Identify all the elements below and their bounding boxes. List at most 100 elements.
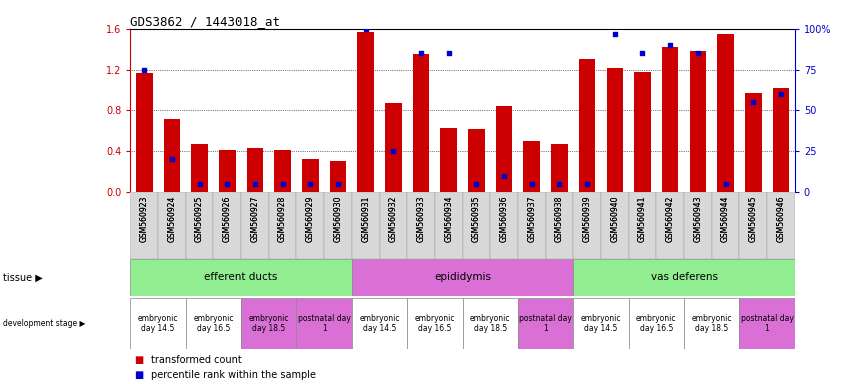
Point <box>553 181 566 187</box>
Text: ■: ■ <box>135 370 144 380</box>
Text: GSM560945: GSM560945 <box>748 195 758 242</box>
Bar <box>407 192 435 259</box>
Text: GSM560929: GSM560929 <box>306 195 315 242</box>
Point <box>137 66 151 73</box>
Text: GSM560928: GSM560928 <box>278 195 287 242</box>
Text: GSM560934: GSM560934 <box>444 195 453 242</box>
Bar <box>634 72 651 192</box>
Text: postnatal day
1: postnatal day 1 <box>519 314 572 333</box>
Text: GSM560927: GSM560927 <box>251 195 259 242</box>
Text: GSM560930: GSM560930 <box>334 195 342 242</box>
Text: GSM560925: GSM560925 <box>195 195 204 242</box>
Bar <box>523 141 540 192</box>
Text: embryonic
day 16.5: embryonic day 16.5 <box>415 314 455 333</box>
Bar <box>463 192 490 259</box>
Text: embryonic
day 18.5: embryonic day 18.5 <box>691 314 732 333</box>
Text: postnatal day
1: postnatal day 1 <box>298 314 351 333</box>
Point <box>580 181 594 187</box>
Point <box>719 181 733 187</box>
Text: embryonic
day 18.5: embryonic day 18.5 <box>470 314 510 333</box>
Bar <box>302 159 319 192</box>
Text: GSM560924: GSM560924 <box>167 195 177 242</box>
Point <box>193 181 206 187</box>
Bar <box>246 148 263 192</box>
Text: GSM560944: GSM560944 <box>721 195 730 242</box>
Point <box>608 31 621 37</box>
Point <box>691 50 705 56</box>
Text: GSM560940: GSM560940 <box>611 195 619 242</box>
Text: GSM560932: GSM560932 <box>389 195 398 242</box>
Text: GSM560932: GSM560932 <box>389 195 398 242</box>
Bar <box>330 161 346 192</box>
Text: embryonic
day 18.5: embryonic day 18.5 <box>249 314 289 333</box>
Text: ■: ■ <box>135 354 144 364</box>
Bar <box>628 192 656 259</box>
Text: GSM560937: GSM560937 <box>527 195 537 242</box>
Bar <box>379 192 407 259</box>
Point <box>220 181 234 187</box>
Point <box>775 91 788 97</box>
Bar <box>628 298 684 349</box>
Text: GSM560946: GSM560946 <box>776 195 785 242</box>
Text: GSM560937: GSM560937 <box>527 195 537 242</box>
Bar <box>739 298 795 349</box>
Point <box>248 181 262 187</box>
Bar <box>191 144 208 192</box>
Bar <box>241 192 269 259</box>
Text: GSM560935: GSM560935 <box>472 195 481 242</box>
Point <box>497 173 510 179</box>
Point <box>664 42 677 48</box>
Text: GSM560943: GSM560943 <box>693 195 702 242</box>
Bar <box>130 192 158 259</box>
Text: postnatal day
1: postnatal day 1 <box>741 314 794 333</box>
Text: GSM560926: GSM560926 <box>223 195 232 242</box>
Point <box>387 148 400 154</box>
Text: GSM560936: GSM560936 <box>500 195 509 242</box>
Bar <box>241 298 296 349</box>
Bar <box>163 119 180 192</box>
Bar <box>296 298 352 349</box>
Bar <box>357 32 374 192</box>
Bar <box>324 192 352 259</box>
Text: GSM560938: GSM560938 <box>555 195 564 242</box>
Bar <box>745 93 761 192</box>
Text: GSM560939: GSM560939 <box>583 195 591 242</box>
Bar <box>690 51 706 192</box>
Bar <box>546 192 574 259</box>
Point <box>304 181 317 187</box>
Point <box>469 181 483 187</box>
Point <box>359 26 373 32</box>
Text: GSM560945: GSM560945 <box>748 195 758 242</box>
Text: GSM560944: GSM560944 <box>721 195 730 242</box>
Text: GSM560930: GSM560930 <box>334 195 342 242</box>
Bar <box>739 192 767 259</box>
Text: vas deferens: vas deferens <box>650 272 717 283</box>
Bar <box>441 128 457 192</box>
Text: GSM560925: GSM560925 <box>195 195 204 242</box>
Bar <box>463 298 518 349</box>
Text: embryonic
day 14.5: embryonic day 14.5 <box>359 314 399 333</box>
Text: GSM560941: GSM560941 <box>638 195 647 242</box>
Point <box>636 50 649 56</box>
Bar <box>551 144 568 192</box>
Text: GSM560942: GSM560942 <box>666 195 674 242</box>
Text: GSM560936: GSM560936 <box>500 195 509 242</box>
Text: GSM560931: GSM560931 <box>361 195 370 242</box>
Text: epididymis: epididymis <box>434 272 491 283</box>
Text: GSM560928: GSM560928 <box>278 195 287 242</box>
Text: GSM560946: GSM560946 <box>776 195 785 242</box>
Bar <box>296 192 324 259</box>
Text: GSM560934: GSM560934 <box>444 195 453 242</box>
Text: GSM560926: GSM560926 <box>223 195 232 242</box>
Point <box>331 181 345 187</box>
Bar <box>495 106 512 192</box>
Text: GSM560923: GSM560923 <box>140 195 149 242</box>
Bar <box>269 192 296 259</box>
Text: GSM560923: GSM560923 <box>140 195 149 242</box>
Bar <box>684 298 739 349</box>
Bar <box>214 192 241 259</box>
Point <box>442 50 456 56</box>
Bar <box>574 192 601 259</box>
Bar <box>518 192 546 259</box>
Text: GSM560927: GSM560927 <box>251 195 259 242</box>
